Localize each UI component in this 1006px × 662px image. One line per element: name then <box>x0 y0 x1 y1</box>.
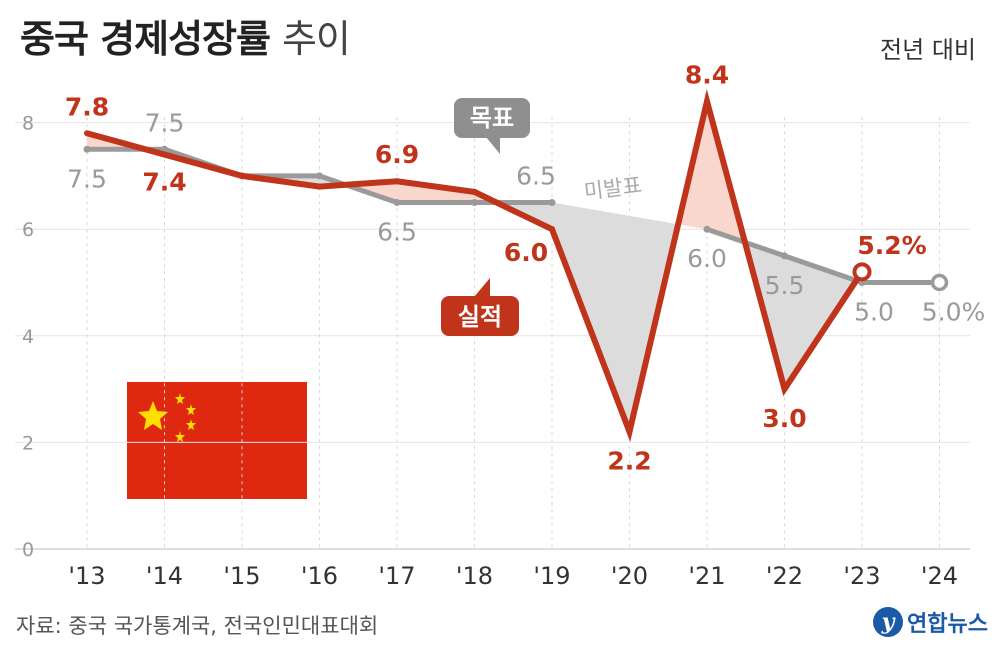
actual-point <box>316 183 323 190</box>
target-point <box>393 199 401 207</box>
actual-point <box>626 428 633 435</box>
target-data-label: 7.5 <box>67 164 107 193</box>
target-point <box>703 225 711 233</box>
x-tick-label: '19 <box>533 562 570 590</box>
target-legend-label: 목표 <box>470 104 514 132</box>
target-data-label: 6.5 <box>516 162 556 191</box>
actual-point <box>852 262 872 282</box>
target-data-label: 5.0 <box>854 298 894 327</box>
actual-data-label: 3.0 <box>762 404 806 433</box>
x-tick-label: '20 <box>611 562 648 590</box>
actual-data-label: 2.2 <box>607 447 651 476</box>
target-data-label: 5.5 <box>765 271 805 300</box>
x-tick-label: '16 <box>301 562 338 590</box>
target-data-label: 6.0 <box>687 244 727 273</box>
target-legend-tag: 목표 <box>454 98 530 154</box>
y-tick-label: 8 <box>22 113 34 135</box>
china-flag-icon <box>127 382 307 499</box>
x-tick-label: '18 <box>456 562 493 590</box>
yonhap-logo: y 연합뉴스 <box>873 606 988 638</box>
actual-legend-label: 실적 <box>458 303 502 331</box>
target-point <box>548 199 556 207</box>
actual-point <box>394 178 400 185</box>
actual-legend-tag: 실적 <box>441 278 519 336</box>
target-point <box>781 252 788 260</box>
x-tick-label: '15 <box>223 562 260 590</box>
actual-data-label: 6.9 <box>375 140 419 169</box>
target-data-label: 6.5 <box>377 218 417 247</box>
target-point <box>471 199 478 207</box>
x-tick-label: '21 <box>688 562 725 590</box>
actual-data-label: 6.0 <box>504 238 548 267</box>
target-point <box>316 172 323 180</box>
x-tick-label: '17 <box>378 562 415 590</box>
chart-subtitle: 추이 <box>281 17 351 61</box>
actual-point <box>471 188 478 195</box>
logo-text: 연합뉴스 <box>907 612 988 637</box>
actual-data-label: 5.2% <box>857 231 926 260</box>
y-tick-label: 0 <box>22 539 34 561</box>
actual-point <box>704 98 710 105</box>
y-tick-label: 2 <box>22 432 34 454</box>
y-tick-label: 6 <box>22 219 34 241</box>
x-tick-label: '23 <box>843 562 880 590</box>
target-data-label: 5.0% <box>922 298 986 327</box>
yonhap-logo-icon: y <box>873 607 904 637</box>
y-tick-label: 4 <box>22 326 34 348</box>
unreleased-note: 미발표 <box>583 173 643 204</box>
actual-point <box>84 130 90 137</box>
x-tick-label: '22 <box>766 562 803 590</box>
target-data-label: 7.5 <box>145 108 185 137</box>
chart-title: 중국 경제성장률 <box>20 17 271 61</box>
actual-data-label: 7.4 <box>142 168 186 197</box>
gap-shading <box>784 255 857 390</box>
actual-point <box>161 151 168 158</box>
actual-point <box>239 172 245 179</box>
x-tick-label: '13 <box>68 562 105 590</box>
unit-note: 전년 대비 <box>880 36 976 64</box>
title-block: 중국 경제성장률 추이 <box>20 8 351 68</box>
actual-point <box>549 226 555 233</box>
target-point <box>930 273 949 292</box>
x-tick-label: '14 <box>146 562 183 590</box>
x-tick-label: '24 <box>921 562 958 590</box>
actual-point <box>781 386 788 393</box>
target-point <box>83 145 91 153</box>
source-note: 자료: 중국 국가통계국, 전국인민대표대회 <box>16 614 379 638</box>
actual-data-label: 7.8 <box>65 92 109 121</box>
actual-data-label: 8.4 <box>685 60 729 89</box>
